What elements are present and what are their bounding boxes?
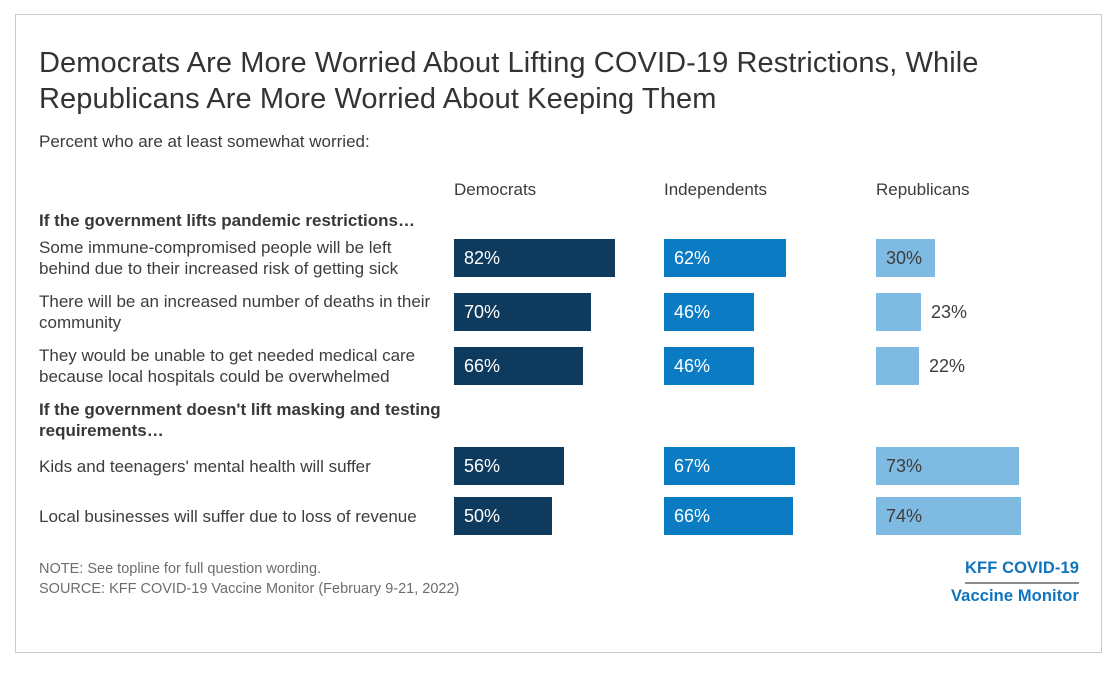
row-label: Kids and teenagers' mental health will s… — [39, 456, 371, 476]
row-label: Local businesses will suffer due to loss… — [39, 506, 417, 526]
bar-independents: 46% — [664, 293, 754, 331]
bar-value: 30% — [886, 247, 923, 268]
bar-value: 22% — [929, 355, 966, 376]
bar-independents: 66% — [664, 497, 793, 535]
column-header-republicans: Republicans — [876, 180, 970, 199]
bar-value: 67% — [674, 455, 711, 476]
row-label: Some immune-compromised people will be l… — [39, 238, 399, 278]
section-header-doesnt-lift-masking: If the government doesn't lift masking a… — [39, 400, 441, 440]
bar-value: 66% — [464, 355, 501, 376]
chart-card: Democrats Are More Worried About Lifting… — [15, 14, 1102, 653]
chart-row: Kids and teenagers' mental health will s… — [39, 447, 1081, 485]
kff-vaccine-monitor-logo: KFF COVID-19 Vaccine Monitor — [951, 559, 1081, 606]
column-header-independents: Independents — [664, 180, 768, 199]
logo-line-2: Vaccine Monitor — [950, 587, 1079, 605]
section-header-lift-restrictions: If the government lifts pandemic restric… — [39, 211, 415, 230]
bar-democrats: 50% — [454, 497, 552, 535]
bar-republicans: 30% — [876, 239, 935, 277]
bar-value: 73% — [886, 455, 923, 476]
chart-row: Local businesses will suffer due to loss… — [39, 497, 1081, 535]
bar-value: 82% — [464, 247, 501, 268]
bar-republicans — [876, 347, 919, 385]
bar-value: 46% — [674, 355, 711, 376]
bar-republicans — [876, 293, 921, 331]
bar-value: 46% — [674, 301, 711, 322]
bar-value: 50% — [464, 505, 501, 526]
row-label: There will be an increased number of dea… — [39, 292, 431, 332]
chart-row: There will be an increased number of dea… — [39, 291, 1081, 333]
note-text: NOTE: See topline for full question word… — [39, 561, 322, 577]
bar-democrats: 56% — [454, 447, 564, 485]
bar-democrats: 82% — [454, 239, 615, 277]
source-text: SOURCE: KFF COVID-19 Vaccine Monitor (Fe… — [39, 581, 460, 597]
bar-value: 74% — [886, 505, 923, 526]
logo-line-1: KFF COVID-19 — [965, 559, 1079, 584]
chart-row: Some immune-compromised people will be l… — [39, 237, 1081, 279]
bar-value: 56% — [464, 455, 501, 476]
column-header-democrats: Democrats — [454, 180, 537, 199]
bar-independents: 67% — [664, 447, 795, 485]
chart-footer: NOTE: See topline for full question word… — [39, 559, 1081, 606]
bar-value: 70% — [464, 301, 501, 322]
bar-independents: 46% — [664, 347, 754, 385]
bar-republicans: 74% — [876, 497, 1021, 535]
column-headers: Democrats Independents Republicans — [39, 180, 1081, 200]
bar-democrats: 70% — [454, 293, 591, 331]
row-label: They would be unable to get needed medic… — [39, 346, 416, 386]
bar-independents: 62% — [664, 239, 786, 277]
chart-title: Democrats Are More Worried About Lifting… — [39, 47, 979, 115]
bar-democrats: 66% — [454, 347, 583, 385]
bar-value: 23% — [931, 301, 968, 322]
bar-republicans: 73% — [876, 447, 1019, 485]
label-column-spacer — [39, 180, 454, 200]
chart-row: They would be unable to get needed medic… — [39, 345, 1081, 387]
bar-value: 66% — [674, 505, 711, 526]
chart-subtitle: Percent who are at least somewhat worrie… — [39, 132, 370, 151]
bar-value: 62% — [674, 247, 711, 268]
